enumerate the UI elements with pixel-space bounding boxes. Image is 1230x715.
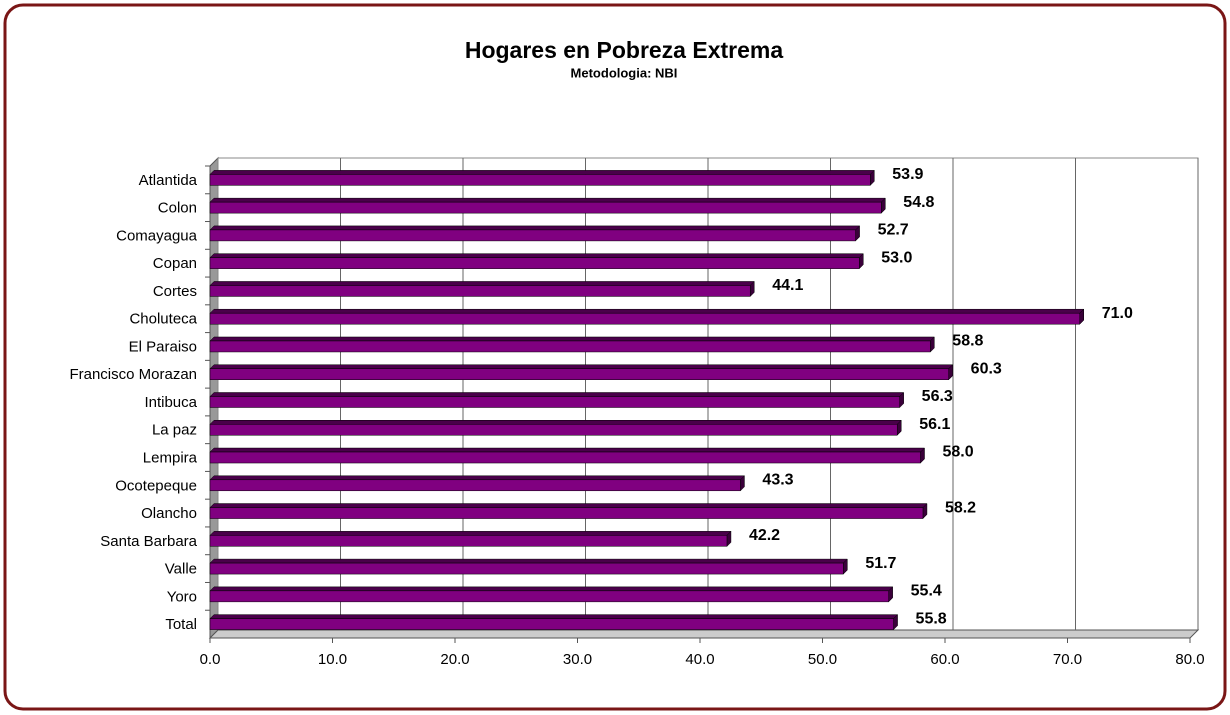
y-tick-label: Copan [153,255,197,272]
bar [209,201,882,214]
value-label: 55.8 [916,610,947,627]
bar-top [209,586,894,592]
x-tick-label: 10.0 [318,651,347,668]
y-tick-label: Francisco Morazan [69,366,197,383]
y-tick-label: La paz [152,422,197,439]
value-label: 58.8 [952,333,983,350]
y-tick-label: Comayagua [116,227,198,244]
y-tick-label: Ocotepeque [115,477,197,494]
bar-top [209,420,902,425]
bar [209,312,1080,325]
bar-top [209,364,954,369]
bar-top [209,614,899,619]
bar [209,174,871,186]
bar [209,451,921,464]
y-tick-label: Cortes [153,283,197,300]
value-label: 71.0 [1102,305,1133,322]
bar [209,285,751,297]
value-label: 56.1 [919,416,950,433]
x-tick-label: 30.0 [563,651,592,668]
chart-subtitle: Metodologia: NBI [571,65,678,80]
bar-top [209,447,926,453]
y-tick-label: Yoro [167,588,197,605]
value-label: 58.2 [945,499,976,516]
x-tick-label: 70.0 [1053,651,1082,668]
bar-top [209,558,848,564]
bar-top [209,392,905,397]
bar [209,424,898,436]
y-tick-label: Santa Barbara [100,533,197,550]
bar-top [209,531,732,536]
chart-title: Hogares en Pobreza Extrema [465,37,784,63]
value-label: 43.3 [762,472,793,489]
bar [209,368,949,380]
floor [208,629,1200,639]
value-label: 58.0 [943,444,974,461]
y-tick-label: Valle [165,561,197,578]
value-label: 52.7 [878,222,909,239]
x-tick-label: 50.0 [808,651,837,668]
bar-top [209,225,861,231]
y-tick-label: Choluteca [129,311,197,328]
bar [209,562,844,575]
y-tick-label: El Paraiso [129,338,197,355]
value-label: 51.7 [865,555,896,572]
bar [209,535,728,547]
bar [209,257,860,269]
bar [209,590,889,603]
x-tick-label: 80.0 [1175,651,1204,668]
y-tick-label: Total [165,616,197,633]
x-tick-label: 20.0 [440,651,469,668]
value-label: 53.0 [881,249,912,266]
value-label: 54.8 [903,194,934,211]
bar [209,340,931,353]
y-tick-label: Colon [158,200,197,217]
bar [209,479,741,492]
x-tick-label: 40.0 [685,651,714,668]
bar-top [209,336,935,342]
bar [209,507,924,519]
bar-top [209,281,755,286]
bar-top [209,308,1085,314]
bar-top [209,253,864,258]
bar [209,618,894,630]
value-label: 42.2 [749,527,780,544]
x-tick-label: 0.0 [200,651,221,668]
value-label: 44.1 [772,277,803,294]
y-tick-label: Olancho [141,505,197,522]
bar [209,229,856,242]
y-tick-label: Lempira [143,449,198,466]
bar-top [209,475,746,481]
bar-top [209,197,886,203]
value-label: 53.9 [892,166,923,183]
bar [209,396,900,408]
y-tick-label: Atlantida [139,172,198,189]
value-label: 56.3 [922,388,953,405]
bar-top [209,503,928,508]
y-tick-label: Intibuca [144,394,197,411]
value-label: 55.4 [911,583,942,600]
value-label: 60.3 [971,360,1002,377]
x-tick-label: 60.0 [930,651,959,668]
bar-top [209,170,875,175]
